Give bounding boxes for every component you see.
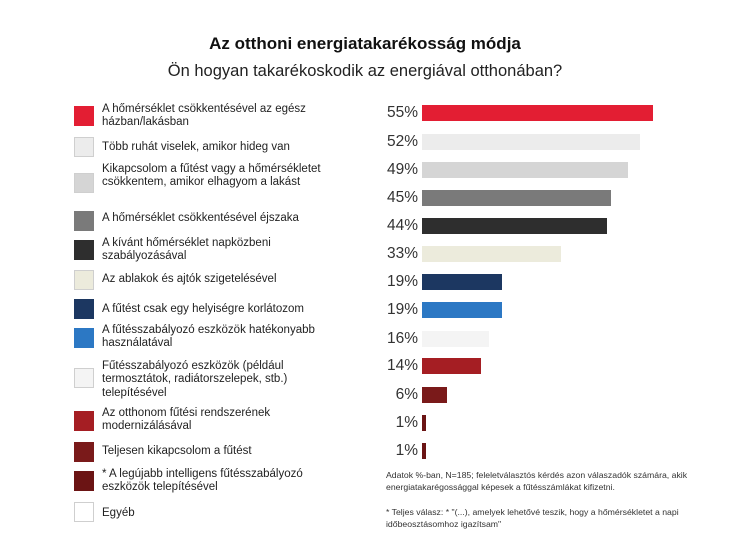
value-label: 16% bbox=[386, 330, 418, 347]
legend-label: A fűtést csak egy helyiségre korlátozom bbox=[102, 303, 304, 315]
bar bbox=[422, 274, 502, 290]
legend-label: Teljesen kikapcsolom a fűtést bbox=[102, 445, 252, 457]
legend-label: * A legújabb intelligens fűtésszabályozó… bbox=[102, 468, 303, 494]
legend-swatch bbox=[74, 106, 94, 126]
bar bbox=[422, 134, 640, 150]
legend-label: Az ablakok és ajtók szigetelésével bbox=[102, 273, 277, 285]
value-label: 44% bbox=[386, 217, 418, 234]
chart-subtitle: Ön hogyan takarékoskodik az energiával o… bbox=[167, 62, 563, 80]
value-label: 45% bbox=[386, 189, 418, 206]
footnote: * Teljes válasz: * "(...), amelyek lehet… bbox=[386, 507, 679, 529]
bar bbox=[422, 190, 611, 206]
legend-label: Kikapcsolom a fűtést vagy a hőmérséklete… bbox=[102, 163, 321, 189]
value-label: 52% bbox=[386, 133, 418, 150]
data-note: Adatok %-ban, N=185; feleletválasztós ké… bbox=[386, 470, 688, 492]
legend-label: Egyéb bbox=[102, 507, 135, 519]
legend-swatch bbox=[74, 299, 94, 319]
legend-swatch bbox=[74, 368, 94, 388]
legend-swatch bbox=[74, 240, 94, 260]
bar bbox=[422, 358, 481, 374]
legend-swatch bbox=[74, 442, 94, 462]
legend-swatch bbox=[74, 411, 94, 431]
value-label: 19% bbox=[386, 273, 418, 290]
legend-label: A fűtésszabályozó eszközök hatékonyabb h… bbox=[102, 324, 315, 350]
bar bbox=[422, 331, 489, 347]
bar bbox=[422, 246, 561, 262]
bar bbox=[422, 218, 607, 234]
value-label: 49% bbox=[386, 161, 418, 178]
bar bbox=[422, 415, 426, 431]
bar bbox=[422, 105, 653, 121]
legend-swatch bbox=[74, 471, 94, 491]
bar bbox=[422, 443, 426, 459]
value-label: 33% bbox=[386, 245, 418, 262]
legend-label: A hőmérséklet csökkentésével éjszaka bbox=[102, 212, 299, 224]
legend-label: A kívánt hőmérséklet napközbeni szabályo… bbox=[102, 237, 271, 263]
value-label: 1% bbox=[395, 414, 418, 431]
legend-label: Fűtésszabályozó eszközök (például termos… bbox=[102, 360, 288, 399]
legend-swatch bbox=[74, 137, 94, 157]
legend-swatch bbox=[74, 211, 94, 231]
chart-title: Az otthoni energiatakarékosság módja bbox=[209, 34, 521, 53]
legend-swatch bbox=[74, 502, 94, 522]
value-label: 55% bbox=[386, 104, 418, 121]
bar bbox=[422, 162, 628, 178]
legend-swatch bbox=[74, 328, 94, 348]
value-label: 14% bbox=[386, 357, 418, 374]
legend-label: Az otthonom fűtési rendszerének moderniz… bbox=[102, 407, 271, 433]
value-label: 19% bbox=[386, 301, 418, 318]
value-label: 6% bbox=[395, 386, 418, 403]
legend-label: A hőmérséklet csökkentésével az egész há… bbox=[102, 103, 306, 129]
bar bbox=[422, 302, 502, 318]
value-label: 1% bbox=[395, 442, 418, 459]
bar bbox=[422, 387, 447, 403]
legend-swatch bbox=[74, 173, 94, 193]
legend-swatch bbox=[74, 270, 94, 290]
legend-label: Több ruhát viselek, amikor hideg van bbox=[102, 141, 290, 153]
